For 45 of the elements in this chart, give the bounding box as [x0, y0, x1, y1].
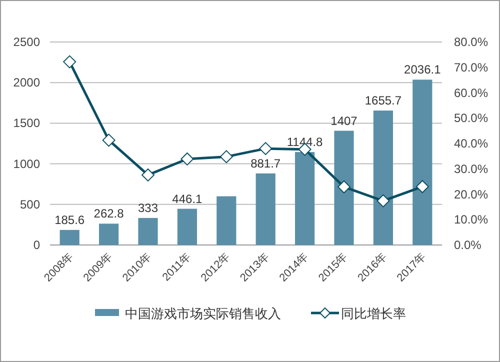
bar [138, 218, 158, 245]
bar [295, 152, 315, 245]
legend-label: 中国游戏市场实际销售收入 [125, 306, 281, 321]
point [102, 134, 116, 147]
data-label: 881.7 [250, 156, 281, 170]
y2-tick-label: 80.0% [454, 35, 488, 49]
data-label: 1144.8 [286, 135, 324, 150]
point [416, 180, 429, 194]
y2-tick-label: 30.0% [454, 162, 488, 176]
y-tick-label: 1500 [13, 116, 40, 130]
point [142, 168, 154, 182]
point [338, 180, 350, 194]
data-label: 446.1 [172, 192, 203, 206]
data-label: 1407 [330, 114, 358, 128]
data-label: 262.8 [94, 206, 124, 221]
bar [177, 208, 197, 245]
y2-tick-label: 60.0% [454, 86, 488, 100]
legend-label: 同比增长率 [341, 306, 406, 321]
y2-tick-label: 50.0% [454, 111, 488, 126]
point [376, 194, 390, 208]
y-tick-label: 1000 [13, 156, 40, 171]
y2-tick-label: 20.0% [454, 187, 488, 202]
data-label: 333 [138, 200, 158, 215]
bar [412, 80, 432, 245]
y-tick-label: 2000 [13, 76, 40, 90]
bar [216, 196, 236, 245]
bar [256, 173, 276, 245]
y-tick-label: 2500 [13, 35, 40, 49]
y-tick-label: 0 [33, 238, 40, 252]
point [180, 152, 194, 166]
bar [373, 110, 393, 245]
data-label: 2036.1 [404, 62, 442, 77]
y-tick-label: 500 [20, 197, 40, 212]
point [220, 150, 233, 164]
data-label: 1655.7 [364, 94, 402, 108]
bar [99, 224, 119, 245]
data-label: 185.6 [54, 212, 85, 227]
point [63, 55, 76, 68]
y2-tick-label: 40.0% [454, 136, 488, 150]
bar [334, 130, 354, 245]
y2-tick-label: 10.0% [454, 212, 488, 227]
y2-tick-label: 70.0% [454, 60, 488, 74]
bar [60, 230, 80, 245]
point [259, 142, 272, 156]
y2-tick-label: 0.0% [454, 238, 482, 252]
